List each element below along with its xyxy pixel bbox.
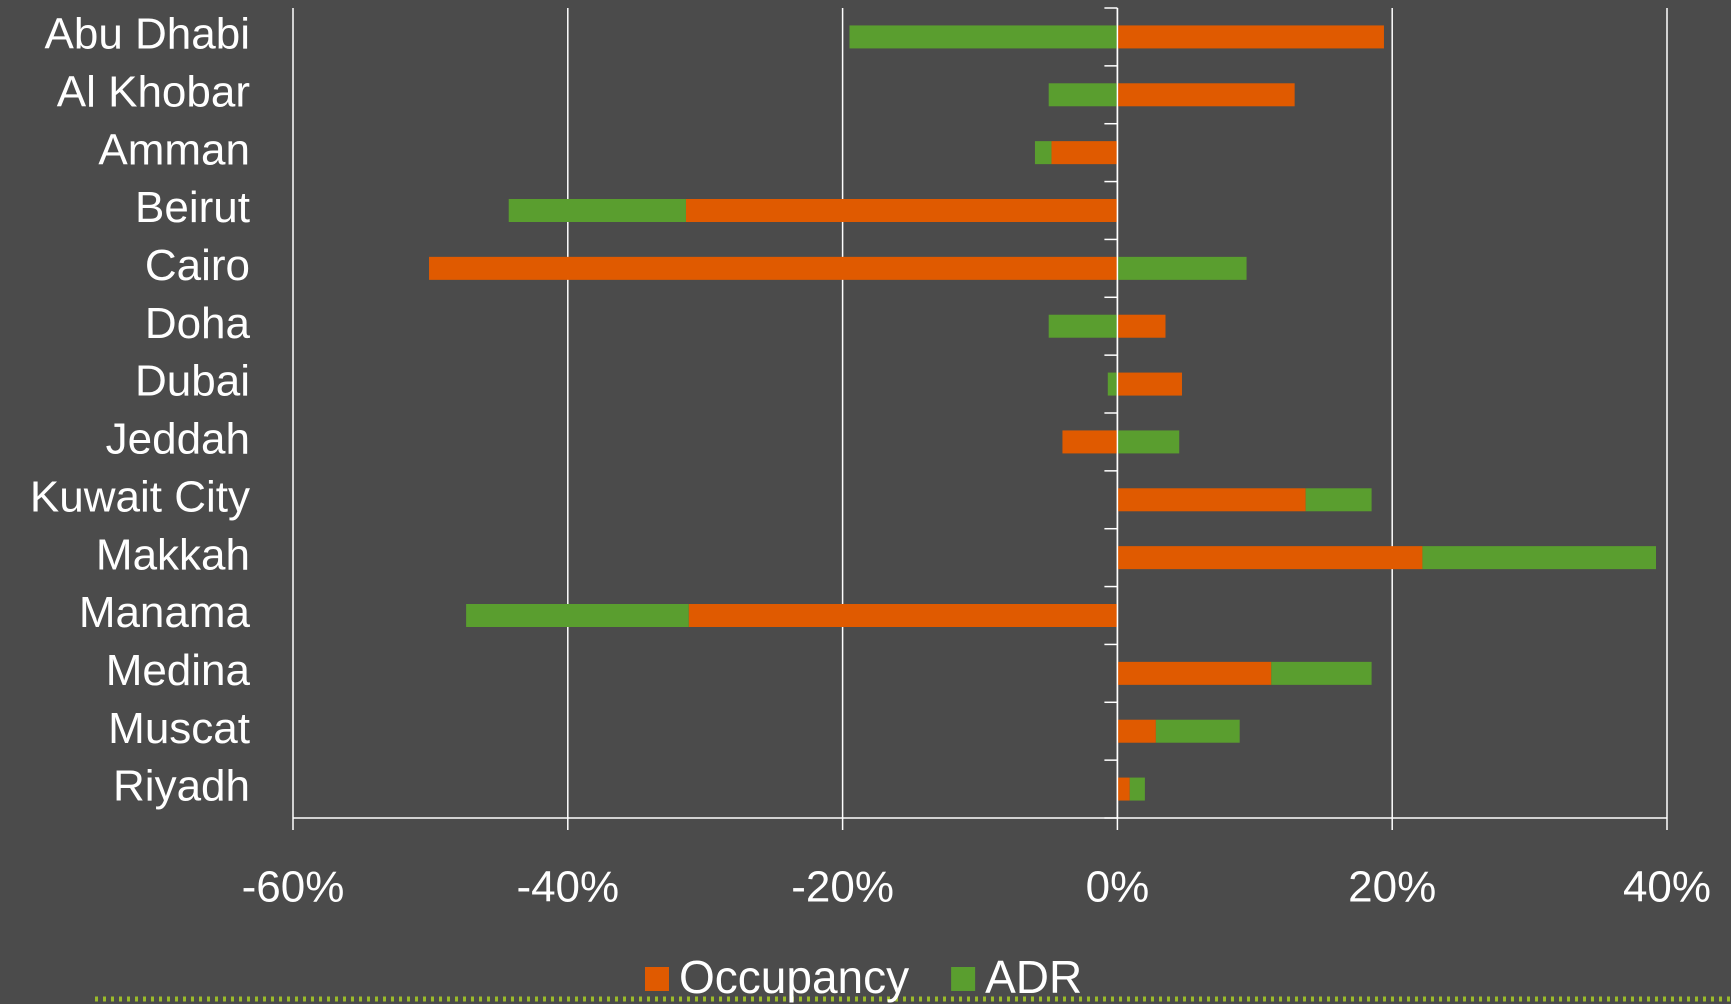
y-tick-label: Amman (98, 125, 250, 174)
bar (685, 199, 1118, 222)
bar (688, 604, 1118, 627)
y-tick-label: Cairo (145, 241, 250, 290)
bar (1271, 661, 1372, 685)
y-tick-label: Makkah (96, 530, 250, 579)
bar (1117, 372, 1182, 396)
legend-swatch (951, 967, 976, 991)
bar (1117, 25, 1384, 49)
y-tick-label: Riyadh (113, 762, 250, 811)
y-tick-label: Al Khobar (57, 67, 250, 116)
bar (1117, 661, 1272, 685)
bar (466, 604, 689, 627)
x-tick-label: 40% (1623, 863, 1711, 912)
y-tick-label: Muscat (108, 704, 250, 753)
bar (1034, 141, 1052, 165)
bar (1051, 141, 1118, 165)
bar (1117, 83, 1295, 107)
bar (849, 25, 1118, 49)
bar (1155, 719, 1240, 743)
bar (1107, 372, 1118, 396)
x-tick-label: -20% (791, 863, 894, 912)
bar (1129, 777, 1145, 801)
bar (1048, 83, 1118, 107)
legend-swatch (645, 967, 669, 991)
bar (1117, 314, 1166, 338)
y-tick-label: Doha (145, 299, 251, 348)
bar (1305, 488, 1372, 512)
y-tick-label: Beirut (135, 183, 250, 232)
x-tick-label: 20% (1348, 863, 1436, 912)
y-tick-label: Dubai (135, 357, 250, 406)
bar (508, 199, 686, 222)
y-tick-label: Jeddah (106, 415, 250, 464)
y-tick-label: Manama (79, 588, 251, 637)
bar (1422, 546, 1657, 570)
bar (1117, 430, 1180, 454)
bar (1117, 256, 1247, 280)
y-tick-label: Kuwait City (30, 472, 250, 521)
y-tick-label: Medina (106, 646, 251, 695)
bar (429, 256, 1118, 280)
x-tick-label: -40% (516, 863, 619, 912)
bar (1117, 488, 1306, 512)
x-tick-label: 0% (1086, 863, 1150, 912)
x-tick-label: -60% (242, 863, 345, 912)
bar (1117, 546, 1423, 570)
legend-label: ADR (985, 951, 1082, 1003)
bar (1062, 430, 1118, 454)
bar (1048, 314, 1118, 338)
legend-label: Occupancy (679, 951, 909, 1003)
y-tick-label: Abu Dhabi (45, 10, 250, 59)
bar (1117, 719, 1156, 743)
bar (1117, 777, 1130, 801)
